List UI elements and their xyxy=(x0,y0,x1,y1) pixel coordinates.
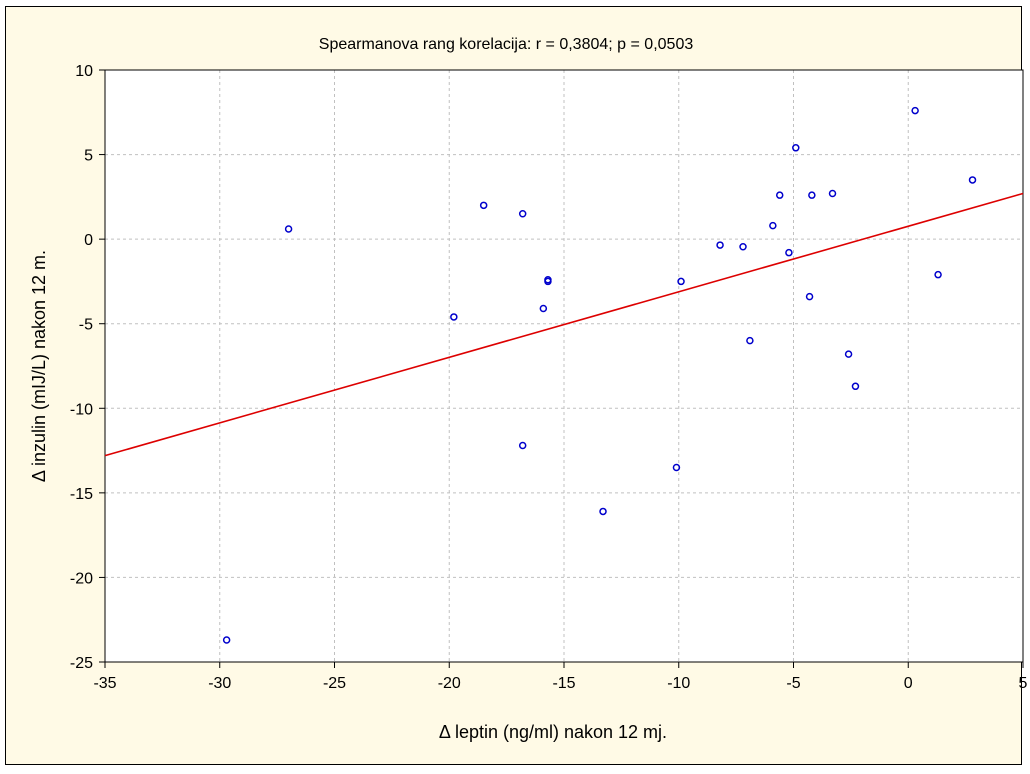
y-tick-label: 5 xyxy=(84,148,93,165)
data-point xyxy=(716,241,724,249)
fit-line-group xyxy=(104,192,1024,457)
y-tick-label: -5 xyxy=(79,317,93,334)
x-tick-label: -10 xyxy=(667,675,690,692)
data-point xyxy=(284,225,293,233)
data-point xyxy=(599,507,607,516)
grid-lines xyxy=(105,70,1023,662)
data-point xyxy=(851,382,860,391)
y-axis-title: Δ inzulin (mIJ/L) nakon 12 m. xyxy=(29,250,49,482)
x-tick-label: -5 xyxy=(786,675,800,692)
data-point xyxy=(805,292,814,301)
regression-line xyxy=(104,192,1024,457)
y-tick-label: 10 xyxy=(75,63,93,80)
data-point xyxy=(968,176,977,184)
x-tick-label: -20 xyxy=(438,675,461,692)
data-point xyxy=(911,106,919,115)
data-point xyxy=(518,210,527,218)
y-tick-label: -25 xyxy=(70,655,93,672)
x-tick-label: 5 xyxy=(1019,675,1028,692)
y-tick-label: -10 xyxy=(70,401,93,418)
data-point xyxy=(518,441,527,450)
data-point xyxy=(934,270,942,279)
data-points xyxy=(222,106,977,644)
x-tick-label: -15 xyxy=(552,675,575,692)
chart-title: Spearmanova rang korelacija: r = 0,3804;… xyxy=(319,36,694,53)
y-tick-label: 0 xyxy=(84,232,93,249)
data-point xyxy=(775,191,784,199)
x-tick-label: 0 xyxy=(904,675,913,692)
data-point xyxy=(792,144,800,152)
x-tick-label: -30 xyxy=(208,675,231,692)
data-point xyxy=(769,221,777,230)
y-tick-label: -15 xyxy=(70,486,93,503)
data-point xyxy=(222,636,231,644)
data-point xyxy=(672,463,681,472)
y-tick-label: -20 xyxy=(70,570,93,587)
y-axis-ticks: 10 5 0 -5 -10 -15 -20 -25 xyxy=(70,63,105,672)
data-point xyxy=(450,313,458,321)
data-point xyxy=(739,243,747,251)
data-point xyxy=(746,336,754,345)
data-point xyxy=(677,277,685,286)
data-point xyxy=(828,189,837,198)
x-axis-ticks: -35 -30 -25 -20 -15 -10 -5 0 5 xyxy=(93,662,1028,692)
data-point xyxy=(844,350,853,358)
data-point xyxy=(785,248,793,257)
x-tick-label: -35 xyxy=(93,675,116,692)
data-point xyxy=(479,201,488,210)
data-point xyxy=(544,277,552,286)
x-tick-label: -25 xyxy=(323,675,346,692)
data-point xyxy=(539,304,548,313)
data-point xyxy=(808,191,816,199)
x-axis-title: Δ leptin (ng/ml) nakon 12 mj. xyxy=(439,722,667,742)
